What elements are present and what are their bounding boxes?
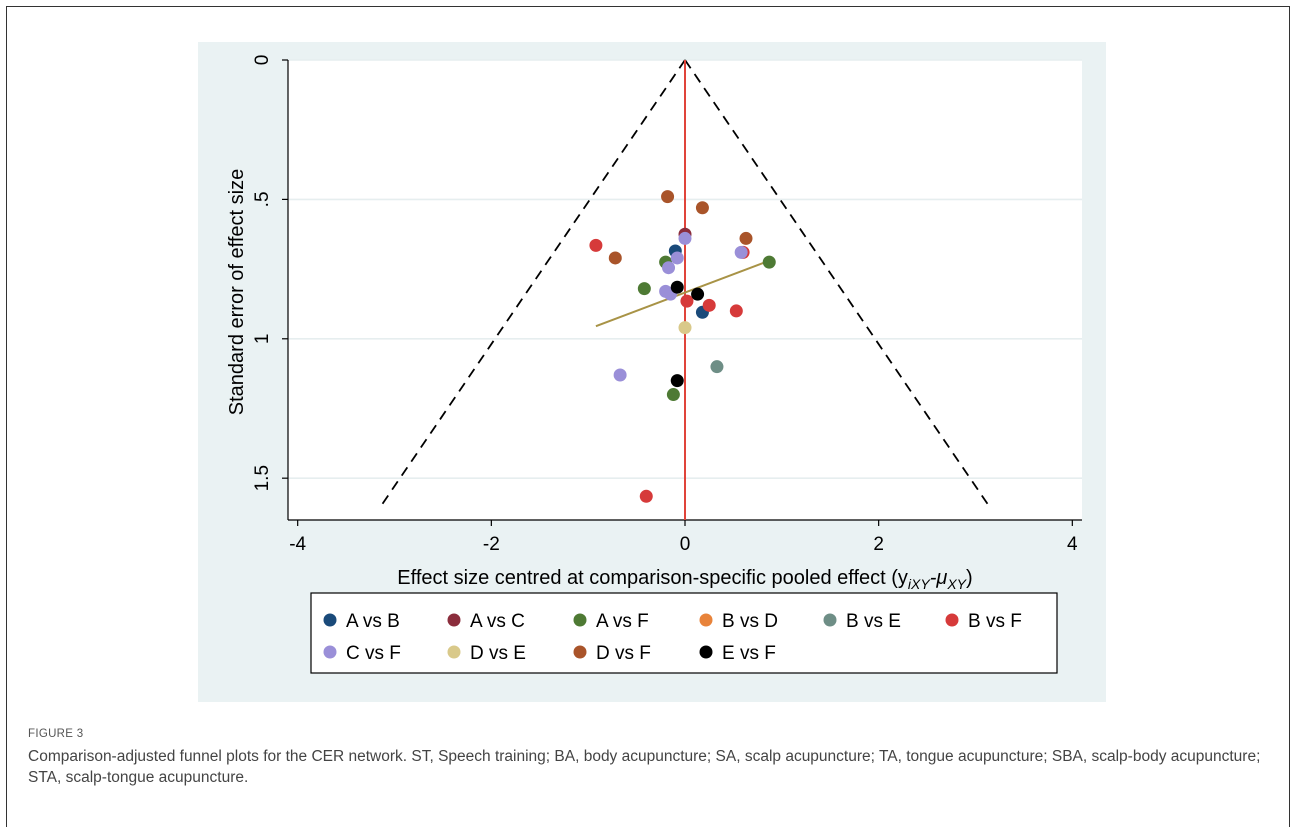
legend-marker	[699, 613, 713, 627]
legend-marker	[699, 645, 713, 659]
legend-marker	[573, 645, 587, 659]
x-axis-label: Effect size centred at comparison-specif…	[397, 567, 972, 592]
data-point	[666, 388, 680, 402]
data-point	[739, 231, 753, 245]
legend-label: D vs F	[596, 643, 651, 664]
legend-marker	[823, 613, 837, 627]
data-point	[710, 360, 724, 374]
data-point	[613, 368, 627, 382]
legend-label: E vs F	[722, 643, 776, 664]
data-point	[762, 255, 776, 269]
data-point	[702, 298, 716, 312]
y-tick-label: 1.5	[252, 465, 273, 491]
x-tick-label: 2	[873, 534, 884, 555]
legend-marker	[573, 613, 587, 627]
data-point	[662, 261, 676, 275]
x-tick-label: 4	[1067, 534, 1078, 555]
data-point	[670, 251, 684, 265]
data-point	[589, 238, 603, 252]
data-point	[678, 321, 692, 335]
legend-label: C vs F	[346, 643, 401, 664]
y-tick-label: 0	[252, 55, 273, 66]
data-point	[608, 251, 622, 265]
y-tick-label: .5	[252, 191, 273, 207]
legend-label: B vs D	[722, 611, 778, 632]
x-tick-label: -4	[289, 534, 306, 555]
data-point	[734, 245, 748, 259]
caption-text: Comparison-adjusted funnel plots for the…	[28, 748, 1261, 786]
y-tick-label: 1	[252, 333, 273, 344]
legend-box	[310, 592, 1058, 674]
data-point	[678, 231, 692, 245]
legend-marker	[323, 645, 337, 659]
figure-label: FIGURE 3	[28, 728, 84, 740]
data-point	[695, 201, 709, 215]
legend-label: B vs E	[846, 611, 901, 632]
figure-caption: FIGURE 3 Comparison-adjusted funnel plot…	[28, 728, 1268, 788]
x-tick-label: -2	[483, 534, 500, 555]
legend-label: A vs F	[596, 611, 649, 632]
legend-marker	[945, 613, 959, 627]
data-point	[639, 489, 653, 503]
data-point	[670, 280, 684, 294]
data-point	[637, 282, 651, 296]
legend-marker	[447, 645, 461, 659]
data-point	[670, 374, 684, 388]
funnel-right-line	[684, 59, 990, 507]
data-point	[680, 294, 694, 308]
x-tick-label: 0	[680, 534, 691, 555]
regression-line	[595, 259, 770, 328]
legend-label: A vs B	[346, 611, 400, 632]
legend-label: B vs F	[968, 611, 1022, 632]
y-axis-label: Standard error of effect size	[226, 169, 248, 415]
data-point	[661, 190, 675, 204]
data-point	[729, 304, 743, 318]
legend-marker	[447, 613, 461, 627]
figure-frame	[6, 6, 1290, 827]
legend-label: A vs C	[470, 611, 525, 632]
legend-marker	[323, 613, 337, 627]
legend-label: D vs E	[470, 643, 526, 664]
data-point	[691, 287, 705, 301]
funnel-left-line	[380, 59, 686, 507]
funnel-plot: 0 .5 1 1.5 -4 -2 0 2 4 Standard error of effect s…	[226, 55, 1082, 674]
